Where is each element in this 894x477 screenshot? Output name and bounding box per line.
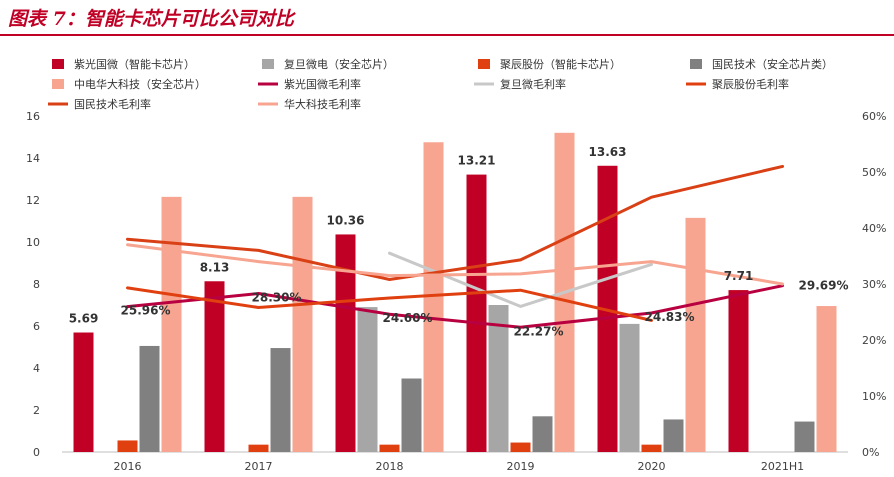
y-left-tick-label: 16	[26, 110, 40, 123]
data-labels: 5.69 8.13 10.36 13.21 13.63 7.71 25.96% 28.30% 2…	[69, 145, 849, 339]
x-tick-label: 2020	[638, 460, 666, 473]
line-value-label: 25.96%	[121, 304, 171, 318]
line-series	[126, 164, 784, 329]
y-right-tick-label: 10%	[862, 390, 886, 403]
line-value-label: 28.30%	[252, 291, 302, 305]
legend-label: 紫光国微（智能卡芯片）	[74, 57, 195, 71]
bar	[161, 196, 182, 452]
bar	[728, 290, 749, 452]
bar	[248, 444, 269, 452]
legend: 紫光国微（智能卡芯片） 复旦微电（安全芯片） 聚辰股份（智能卡芯片） 国民技术（安全芯…	[48, 57, 833, 111]
legend-label: 复旦微电（安全芯片）	[284, 57, 394, 71]
bar	[641, 444, 662, 452]
y-right-tick-label: 0%	[862, 446, 879, 459]
legend-label: 国民技术（安全芯片类）	[712, 57, 833, 71]
legend-label: 聚辰股份毛利率	[712, 77, 789, 91]
bar	[466, 174, 487, 452]
bar-value-label: 10.36	[327, 213, 365, 227]
bar-value-label: 8.13	[200, 260, 230, 274]
bar	[401, 378, 422, 452]
y-right-tick-label: 40%	[862, 222, 886, 235]
bar	[204, 281, 225, 452]
legend-label: 聚辰股份（智能卡芯片）	[500, 57, 621, 71]
bar	[292, 196, 313, 452]
title-underline	[0, 34, 894, 36]
series-line	[126, 164, 784, 281]
bar	[270, 348, 291, 452]
y-right-tick-label: 60%	[862, 110, 886, 123]
legend-swatch	[478, 59, 490, 69]
bar	[488, 305, 509, 452]
bar	[532, 416, 553, 452]
bar	[794, 421, 815, 452]
bar	[357, 307, 378, 452]
bar-value-label: 5.69	[69, 312, 99, 326]
y-left-tick-label: 0	[33, 446, 40, 459]
bar-value-label: 13.21	[458, 154, 496, 168]
series-line	[126, 284, 784, 329]
y-left-tick-label: 8	[33, 278, 40, 291]
axes: 0 2 4 6 8 10 12 14 16 0% 10% 20% 30% 40% 50% 60% 2016 201…	[26, 110, 886, 473]
y-left-tick-label: 4	[33, 362, 40, 375]
y-right-tick-label: 50%	[862, 166, 886, 179]
y-right-tick-label: 30%	[862, 278, 886, 291]
bar	[139, 345, 160, 452]
bar	[379, 444, 400, 452]
y-left-tick-label: 14	[26, 152, 40, 165]
x-tick-label: 2019	[507, 460, 535, 473]
series-line	[126, 286, 653, 322]
bar	[619, 323, 640, 452]
legend-swatch	[262, 59, 274, 69]
legend-label: 紫光国微毛利率	[284, 77, 361, 91]
legend-label: 复旦微毛利率	[500, 77, 566, 91]
bar	[816, 306, 837, 452]
legend-label: 国民技术毛利率	[74, 97, 151, 111]
x-tick-label: 2018	[376, 460, 404, 473]
line-value-label: 22.27%	[514, 324, 564, 338]
y-left-tick-label: 2	[33, 404, 40, 417]
bar	[117, 440, 138, 452]
y-left-tick-label: 6	[33, 320, 40, 333]
y-left-tick-label: 12	[26, 194, 40, 207]
legend-swatch	[52, 59, 64, 69]
bar	[73, 332, 94, 452]
line-value-label: 29.69%	[799, 279, 849, 293]
bar-value-label: 13.63	[589, 145, 627, 159]
x-tick-label: 2021H1	[761, 460, 804, 473]
bar	[423, 142, 444, 452]
line-value-label: 24.83%	[645, 310, 695, 324]
x-tick-label: 2016	[114, 460, 142, 473]
legend-swatch	[690, 59, 702, 69]
legend-label: 华大科技毛利率	[284, 97, 361, 111]
bar	[685, 217, 706, 452]
x-tick-label: 2017	[245, 460, 273, 473]
bar	[335, 234, 356, 452]
y-right-tick-label: 20%	[862, 334, 886, 347]
series-line	[126, 243, 784, 286]
legend-label: 中电华大科技（安全芯片）	[74, 77, 206, 91]
bar-value-label: 7.71	[724, 269, 754, 283]
bar	[663, 419, 684, 452]
y-left-tick-label: 10	[26, 236, 40, 249]
figure-title: 图表 7：智能卡芯片可比公司对比	[8, 8, 294, 30]
series-line	[388, 251, 653, 308]
bar	[510, 442, 531, 452]
legend-swatch	[52, 79, 64, 89]
line-value-label: 24.60%	[383, 311, 433, 325]
